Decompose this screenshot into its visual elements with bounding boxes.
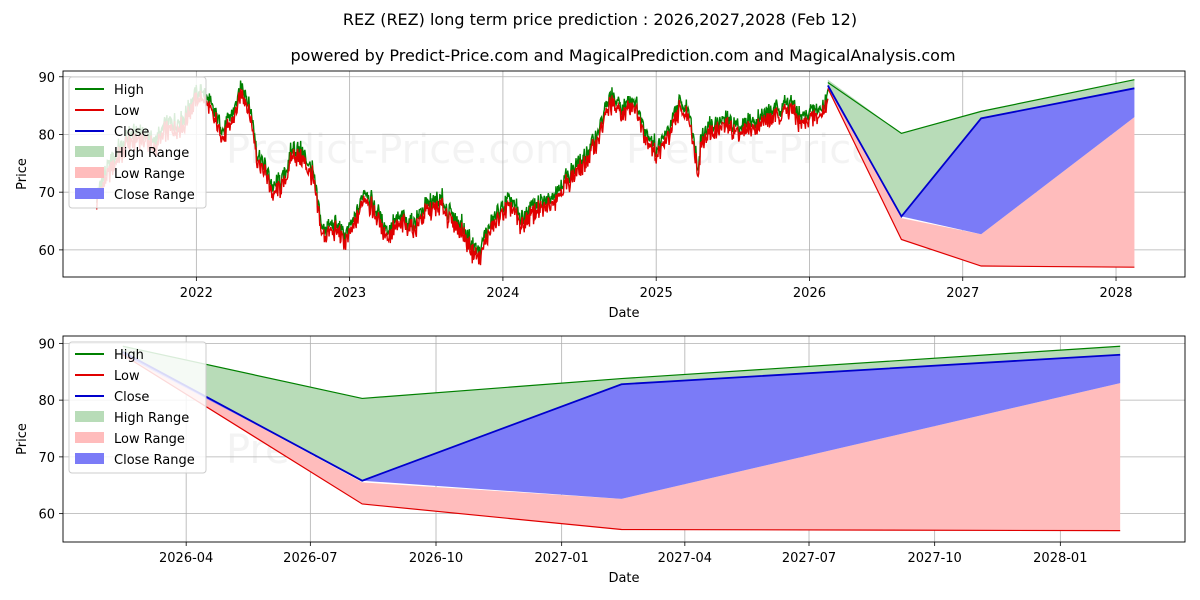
x-tick-label: 2028-01 — [1033, 551, 1087, 566]
legend-label-close-range: Close Range — [114, 453, 195, 468]
zoom-panel: Predict-Price.comPredict-Price.com2026-0… — [15, 335, 1186, 586]
low-history-line — [96, 88, 829, 266]
plot-area — [96, 79, 1135, 268]
y-tick-label: 70 — [38, 451, 55, 466]
y-tick-label: 80 — [38, 128, 55, 143]
low-series-line — [827, 88, 1135, 268]
chart-subtitle: powered by Predict-Price.com and Magical… — [290, 46, 955, 65]
legend-swatch-low-range — [75, 432, 104, 443]
x-tick-label: 2027-07 — [782, 551, 836, 566]
legend-swatch-close-range — [75, 453, 104, 464]
legend-label-high: High — [114, 83, 144, 98]
x-tick-label: 2026 — [793, 286, 826, 301]
legend-label-low-range: Low Range — [114, 432, 185, 447]
legend-label-low: Low — [114, 369, 140, 384]
legend-swatch-close-range — [75, 188, 104, 199]
high-range-area — [827, 79, 1135, 217]
low-range-area — [122, 351, 1121, 531]
overview-panel: Predict-Price.com Predict-Price.com Predic… — [15, 70, 1186, 321]
axes-frame — [62, 70, 1186, 278]
close-range-area — [827, 85, 1135, 235]
y-tick-label: 90 — [38, 337, 55, 352]
legend-label-close: Close — [114, 125, 149, 140]
x-tick-label: 2025 — [640, 286, 673, 301]
y-axis-label: Price — [15, 423, 30, 455]
legend-swatch-high-range — [75, 146, 104, 157]
legend-label-close-range: Close Range — [114, 188, 195, 203]
low-series-line — [122, 354, 1121, 532]
x-tick-label: 2027-01 — [535, 551, 589, 566]
close-series-line — [827, 84, 1135, 219]
x-axis-label: Date — [608, 571, 639, 586]
plot-area — [122, 345, 1121, 532]
y-tick-label: 60 — [38, 244, 55, 259]
x-tick-label: 2026-10 — [409, 551, 463, 566]
axes-frame — [62, 335, 1186, 543]
chart-title: REZ (REZ) long term price prediction : 2… — [343, 10, 857, 29]
high-range-area — [122, 346, 1121, 481]
legend-label-low-range: Low Range — [114, 167, 185, 182]
x-tick-label: 2027-04 — [658, 551, 712, 566]
legend: High Low Close High Range Low Range Close Ran… — [68, 341, 207, 474]
low-range-area — [827, 85, 1135, 268]
x-tick-label: 2024 — [486, 286, 519, 301]
x-tick-label: 2028 — [1099, 286, 1132, 301]
watermark-text: Predict-Price.com — [626, 275, 974, 321]
y-tick-label: 60 — [38, 508, 55, 523]
y-tick-label: 90 — [38, 71, 55, 86]
watermark-text: Predict-Price.com — [226, 275, 574, 321]
y-axis-label: Price — [15, 158, 30, 190]
legend-label-close: Close — [114, 390, 149, 405]
legend: High Low Close High Range Low Range Close Ran… — [68, 76, 207, 209]
x-tick-label: 2026-04 — [159, 551, 213, 566]
y-tick-label: 80 — [38, 394, 55, 409]
watermark-text: Predict-Price.com — [226, 127, 574, 173]
high-series-line — [122, 345, 1121, 400]
close-series-line — [122, 351, 1121, 482]
legend-label-high-range: High Range — [114, 411, 189, 426]
legend-label-high: High — [114, 348, 144, 363]
legend-swatch-low-range — [75, 167, 104, 178]
x-tick-label: 2023 — [333, 286, 366, 301]
x-tick-label: 2022 — [180, 286, 213, 301]
x-tick-label: 2026-07 — [283, 551, 337, 566]
x-tick-label: 2027-10 — [908, 551, 962, 566]
legend-label-high-range: High Range — [114, 146, 189, 161]
x-axis-label: Date — [608, 306, 639, 321]
high-series-line — [827, 79, 1135, 134]
y-tick-label: 70 — [38, 186, 55, 201]
legend-label-low: Low — [114, 104, 140, 119]
legend-swatch-high-range — [75, 411, 104, 422]
close-range-area — [122, 351, 1121, 499]
x-tick-label: 2027 — [946, 286, 979, 301]
